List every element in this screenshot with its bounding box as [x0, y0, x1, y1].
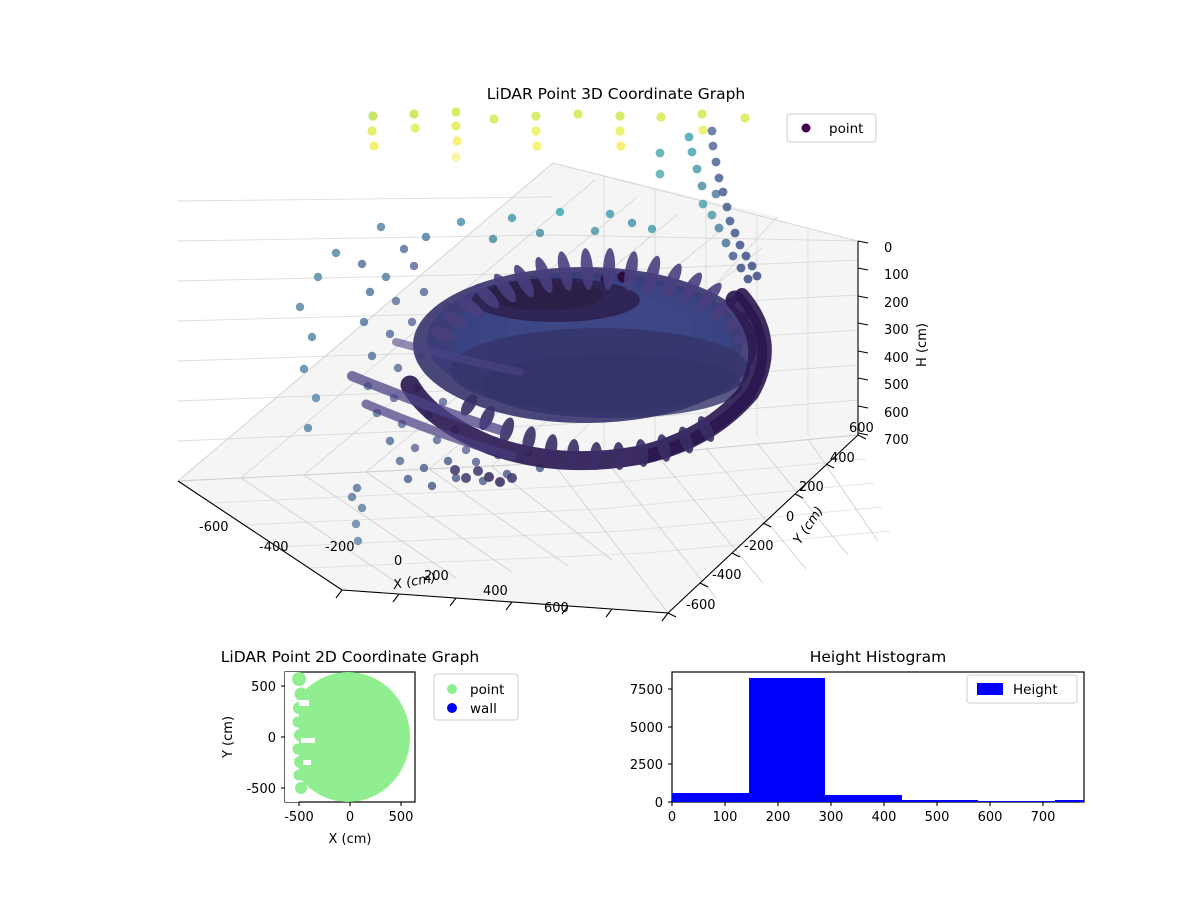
y-tick-hist: 0 — [655, 796, 663, 811]
y-tick-hist: 2500 — [630, 758, 663, 773]
panel-3d-title: LiDAR Point 3D Coordinate Graph — [487, 85, 745, 103]
legend-3d-point-label: point — [829, 121, 863, 137]
histogram-bars — [672, 678, 1084, 802]
panel-2d-axes: 500 0 -500 -500 0 500 X (cm) Y (cm) — [221, 680, 413, 847]
z-axis-3d: 0 100 200 300 400 500 600 700 H (cm) — [857, 240, 930, 448]
y-tick-hist: 7500 — [630, 683, 663, 698]
points-trailing-arcs — [347, 338, 524, 461]
y-tick-3d: 600 — [849, 421, 874, 436]
x-tick-3d: 0 — [394, 554, 402, 569]
x-tick-hist: 400 — [872, 810, 897, 825]
points-high-yellow — [367, 107, 750, 162]
panel-hist-title: Height Histogram — [810, 648, 947, 666]
x-tick-hist: 300 — [819, 810, 844, 825]
x-tick-3d: -200 — [325, 540, 355, 555]
x-tick-2d: 500 — [389, 810, 414, 825]
x-tick-3d: 200 — [424, 569, 449, 584]
x-tick-3d: 600 — [544, 601, 569, 616]
legend-hist-height-swatch — [977, 683, 1003, 695]
legend-hist-box — [966, 674, 1078, 704]
legend-2d-point-label: point — [470, 682, 504, 698]
z-tick-3d: 600 — [884, 406, 909, 421]
y-tick-3d: 400 — [830, 451, 855, 466]
y-tick-2d: -500 — [246, 782, 276, 797]
z-axis-label-3d: H (cm) — [915, 323, 930, 367]
z-tick-3d: 200 — [884, 296, 909, 311]
z-tick-3d: 0 — [884, 241, 892, 256]
legend-3d[interactable]: point — [786, 113, 877, 143]
z-tick-3d: 500 — [884, 378, 909, 393]
x-tick-3d: -600 — [199, 520, 229, 535]
x-tick-hist: 0 — [668, 810, 676, 825]
histogram-bar — [978, 801, 1055, 802]
legend-hist-height-label: Height — [1013, 682, 1058, 698]
y-tick-3d: 0 — [786, 510, 794, 525]
z-tick-3d: 700 — [884, 433, 909, 448]
legend-3d-box — [786, 113, 877, 143]
z-tick-3d: 100 — [884, 268, 909, 283]
histogram-bar — [825, 795, 902, 802]
x-axis-label-2d: X (cm) — [329, 832, 372, 847]
x-tick-hist: 700 — [1031, 810, 1056, 825]
point-cloud-3d — [295, 107, 772, 546]
legend-2d[interactable]: point wall — [433, 673, 519, 721]
scatter-2d-points — [285, 672, 410, 802]
y-tick-3d: 200 — [799, 480, 824, 495]
legend-2d-wall-label: wall — [470, 701, 497, 717]
x-tick-hist: 100 — [713, 810, 738, 825]
x-tick-3d: 400 — [483, 584, 508, 599]
y-axis-label-2d: Y (cm) — [221, 716, 236, 759]
histogram-bar — [902, 800, 978, 802]
points-column-right — [655, 126, 762, 284]
y-tick-2d: 0 — [268, 731, 276, 746]
histogram-bar — [749, 678, 825, 802]
z-tick-3d: 300 — [884, 323, 909, 338]
panel-3d: LiDAR Point 3D Coordinate Graph — [177, 85, 930, 622]
points-bowl-body — [413, 267, 757, 423]
panel-2d-title: LiDAR Point 2D Coordinate Graph — [221, 648, 479, 666]
legend-2d-point-marker — [447, 684, 457, 694]
y-tick-3d: -400 — [712, 568, 742, 583]
panel-hist-axes: 0 2500 5000 7500 0 100 200 300 400 500 6… — [630, 683, 1056, 825]
x-tick-hist: 500 — [925, 810, 950, 825]
points-rim-spokes-bottom — [460, 394, 715, 470]
legend-3d-point-marker — [801, 123, 811, 133]
y-tick-3d: -600 — [686, 598, 716, 613]
pane-right — [553, 163, 858, 445]
legend-histogram[interactable]: Height — [966, 674, 1078, 704]
y-tick-2d: 500 — [251, 680, 276, 695]
x-tick-3d: -400 — [259, 540, 289, 555]
x-tick-2d: 0 — [346, 810, 354, 825]
histogram-bar — [672, 793, 749, 802]
histogram-bar — [1055, 800, 1084, 802]
panel-2d: LiDAR Point 2D Coordinate Graph — [221, 648, 519, 847]
y-tick-hist: 5000 — [630, 721, 663, 736]
z-tick-3d: 400 — [884, 351, 909, 366]
axes-3d-spines — [177, 241, 859, 614]
y-tick-3d: -200 — [744, 539, 774, 554]
points-lower-cluster — [450, 465, 517, 487]
panel-histogram: Height Histogram 0 2500 5000 7500 — [630, 648, 1085, 825]
x-tick-2d: -500 — [284, 810, 314, 825]
legend-2d-wall-marker — [447, 703, 457, 713]
x-tick-hist: 600 — [978, 810, 1003, 825]
pane-floor — [178, 435, 858, 613]
x-tick-hist: 200 — [766, 810, 791, 825]
